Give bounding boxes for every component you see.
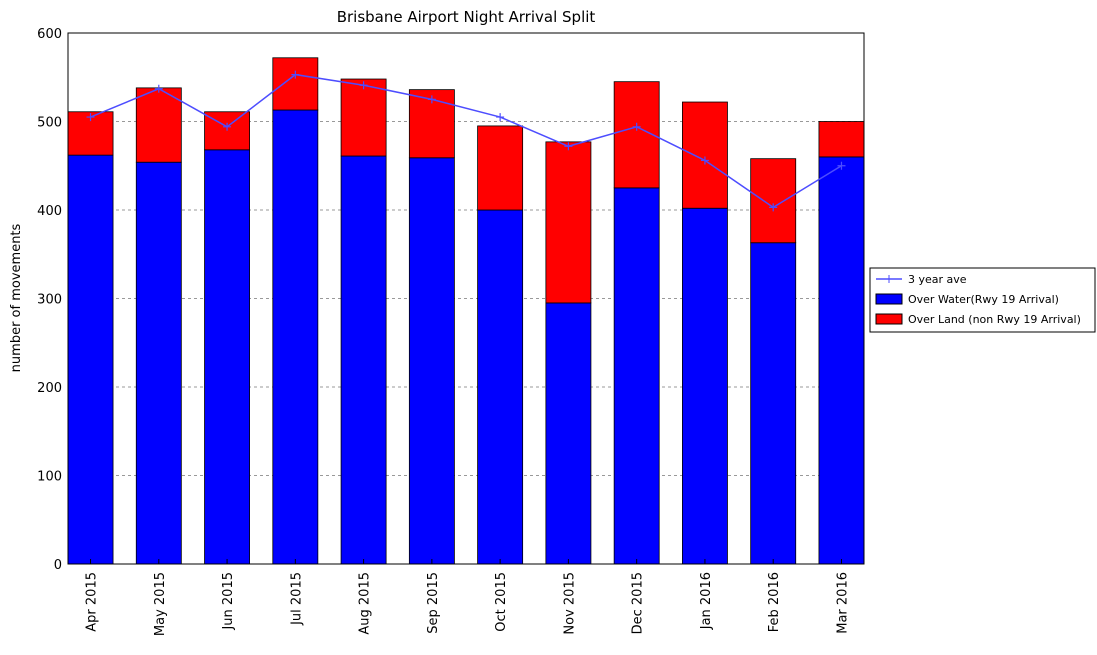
- legend-label: Over Land (non Rwy 19 Arrival): [908, 313, 1081, 326]
- legend-swatch: [875, 293, 903, 305]
- x-tick-label: May 2015: [153, 572, 168, 636]
- bar-segment: [682, 101, 728, 209]
- bar-segment: [750, 242, 797, 565]
- line-marker: [154, 84, 163, 93]
- bar-segment: [204, 149, 250, 565]
- bar-segment: [545, 141, 592, 304]
- bar-segment: [682, 207, 728, 565]
- y-tick-label: 0: [54, 558, 62, 573]
- line-marker: [632, 122, 641, 131]
- x-tick-label: Jul 2015: [289, 572, 304, 626]
- x-tick-label: Aug 2015: [358, 572, 373, 635]
- line-marker: [291, 70, 300, 79]
- y-tick-label: 500: [37, 116, 62, 131]
- y-axis-label: number of movements: [9, 223, 24, 372]
- x-tick-label: Jan 2016: [699, 572, 714, 630]
- line-marker: [769, 203, 778, 212]
- line-marker: [223, 122, 232, 131]
- bar-segment: [477, 209, 524, 565]
- bar-segment: [340, 78, 387, 157]
- line-marker: [700, 156, 709, 165]
- chart-title: Brisbane Airport Night Arrival Split: [337, 8, 596, 26]
- bar-segment: [818, 156, 865, 565]
- line-series: [90, 73, 842, 209]
- plot-frame: [67, 32, 865, 565]
- x-tick-label: Nov 2015: [562, 572, 577, 635]
- bar-segment: [340, 155, 387, 565]
- bar-segment: [818, 121, 865, 158]
- line-marker: [837, 161, 846, 170]
- y-tick-label: 400: [37, 204, 62, 219]
- line-marker: [359, 81, 368, 90]
- legend-box: [869, 267, 1096, 333]
- legend-label: Over Water(Rwy 19 Arrival): [908, 293, 1059, 306]
- y-tick-label: 200: [37, 381, 62, 396]
- x-tick-label: Sep 2015: [426, 572, 441, 634]
- legend-swatch: [885, 275, 893, 283]
- bar-segment: [750, 158, 797, 244]
- x-tick-label: Jun 2015: [221, 572, 236, 631]
- x-tick-label: Mar 2016: [835, 572, 850, 634]
- bar-segment: [545, 302, 592, 565]
- bar-segment: [477, 125, 524, 211]
- line-marker: [496, 113, 505, 122]
- y-tick-label: 100: [37, 470, 62, 485]
- bar-segment: [135, 87, 182, 163]
- bar-segment: [613, 187, 660, 565]
- legend-swatch: [875, 313, 903, 325]
- bar-segment: [67, 154, 114, 565]
- x-tick-label: Apr 2015: [85, 572, 100, 632]
- y-tick-label: 300: [37, 293, 62, 308]
- x-tick-label: Dec 2015: [631, 572, 646, 634]
- line-marker: [86, 113, 95, 122]
- x-tick-label: Feb 2016: [767, 572, 782, 632]
- y-tick-label: 600: [37, 27, 62, 42]
- x-tick-label: Oct 2015: [494, 572, 509, 632]
- line-marker: [427, 95, 436, 104]
- bar-segment: [272, 57, 319, 111]
- bar-segment: [272, 109, 319, 565]
- bar-segment: [408, 157, 455, 565]
- line-marker: [564, 142, 573, 151]
- legend-label: 3 year ave: [908, 273, 967, 286]
- bar-segment: [135, 161, 182, 565]
